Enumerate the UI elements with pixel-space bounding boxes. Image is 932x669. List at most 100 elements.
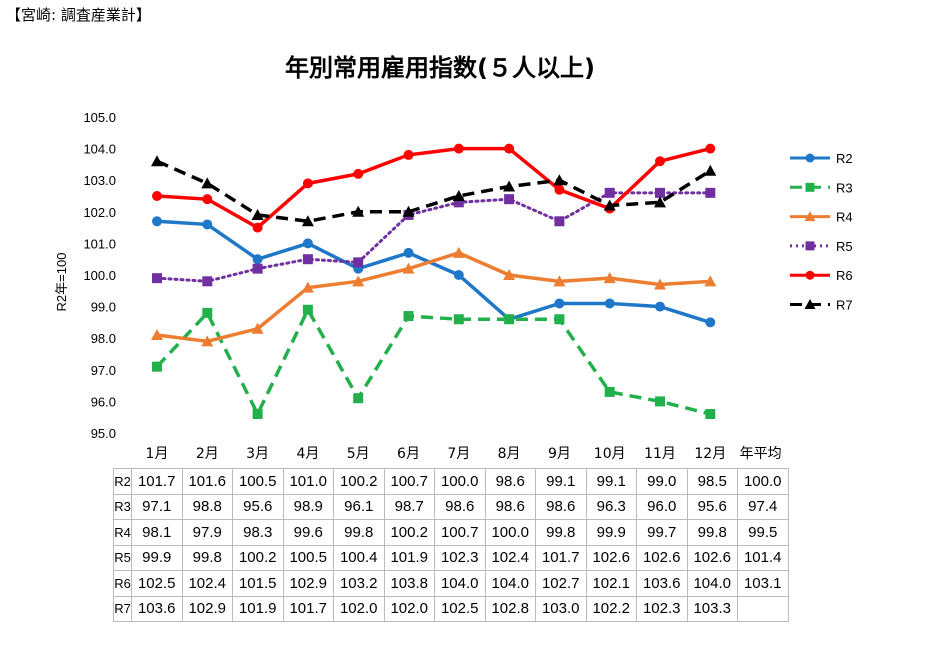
square-marker: [805, 241, 815, 251]
table-cell: 98.6: [535, 493, 587, 520]
table-cell: 102.9: [282, 570, 334, 597]
table-cell: 96.3: [585, 493, 637, 520]
table-cell: 100.7: [434, 519, 486, 546]
series-line-r4: [156, 251, 711, 344]
x-tick-label: 年平均: [740, 446, 782, 462]
square-marker: [152, 273, 162, 284]
table-row: R7 103.6 102.9 101.9 101.7 102.0 102.0 102.5 102…: [113, 595, 789, 622]
header-label: 【宮崎: 調査産業計】: [6, 6, 151, 24]
triangle-marker: [151, 329, 163, 341]
table-cell: 98.7: [383, 493, 435, 520]
circle-marker: [252, 222, 263, 233]
circle-marker: [655, 301, 665, 312]
square-marker: [705, 409, 716, 420]
legend-label: R4: [836, 210, 853, 225]
table-cell: 103.8: [383, 570, 435, 597]
x-tick-label: 12月: [694, 446, 726, 462]
circle-marker: [705, 143, 716, 154]
table-cell: 100.7: [383, 468, 435, 495]
triangle-marker: [301, 215, 314, 227]
square-marker: [202, 276, 213, 287]
circle-marker: [302, 238, 313, 249]
table-cell: 96.1: [333, 493, 385, 520]
triangle-marker: [402, 262, 415, 274]
square-marker: [252, 409, 263, 420]
triangle-marker: [352, 205, 365, 217]
table-cell: 102.8: [484, 595, 536, 622]
table-cell: 101.7: [131, 468, 183, 495]
triangle-marker: [603, 199, 616, 211]
table-cell: 98.3: [232, 519, 284, 546]
triangle-marker: [704, 275, 717, 287]
table-cell: 100.5: [282, 544, 334, 571]
table-cell: R6: [113, 570, 132, 597]
y-tick-label: 98.0: [91, 331, 116, 346]
x-tick-label: 5月: [347, 446, 370, 462]
table-cell: 102.6: [585, 544, 637, 571]
circle-marker: [202, 194, 213, 205]
square-marker: [504, 314, 515, 325]
table-cell: 100.0: [484, 519, 536, 546]
y-tick-label: 100.0: [83, 268, 116, 283]
table-cell: 97.9: [181, 519, 233, 546]
circle-marker: [403, 149, 414, 160]
table-cell: 100.2: [383, 519, 435, 546]
table-cell: R5: [113, 544, 132, 571]
y-tick-label: 103.0: [83, 173, 116, 188]
table-cell: 101.6: [181, 468, 233, 495]
legend-label: R6: [836, 268, 853, 283]
circle-marker: [554, 298, 565, 309]
table-cell: 103.0: [535, 595, 587, 622]
table-cell: R3: [113, 493, 132, 520]
table-row: R3 97.1 98.8 95.6 98.9 96.1 98.7 98.6 98.6 98.6 96…: [113, 493, 789, 520]
x-tick-label: 8月: [498, 446, 521, 462]
table-cell: 99.1: [535, 468, 587, 495]
y-tick-label: 96.0: [91, 394, 116, 409]
table-cell: 99.8: [181, 544, 233, 571]
table-cell: 98.9: [282, 493, 334, 520]
triangle-marker: [804, 211, 816, 222]
table-cell: 103.3: [686, 595, 738, 622]
series-line-r2: [156, 219, 711, 325]
legend-label: R7: [836, 298, 853, 313]
table-cell: 99.6: [282, 519, 334, 546]
table-cell: 102.6: [686, 544, 738, 571]
table-row: R2 101.7 101.6 100.5 101.0 100.2 100.7 100.0 98.…: [113, 468, 789, 495]
table-cell: 102.3: [636, 595, 688, 622]
table-cell: 102.7: [535, 570, 587, 597]
table-cell: 99.8: [686, 519, 738, 546]
circle-marker: [252, 254, 263, 265]
legend-label: R2: [836, 151, 853, 166]
x-tick-label: 7月: [447, 446, 470, 462]
table-cell: 102.4: [181, 570, 233, 597]
circle-marker: [353, 168, 364, 179]
y-tick-label: 95.0: [91, 426, 116, 441]
table-row: R5 99.9 99.8 100.2 100.5 100.4 101.9 102.3 102.4…: [113, 544, 789, 571]
y-tick-label: 104.0: [83, 142, 116, 157]
triangle-marker: [402, 205, 415, 217]
table-cell: 100.2: [333, 468, 385, 495]
table-cell: 99.1: [585, 468, 637, 495]
table-cell: 103.1: [737, 570, 789, 597]
table-cell: 104.0: [484, 570, 536, 597]
table-cell: 98.8: [181, 493, 233, 520]
triangle-marker: [503, 180, 516, 192]
circle-marker: [805, 153, 815, 163]
table-cell: 102.2: [585, 595, 637, 622]
triangle-marker: [201, 177, 214, 189]
series-line-r3: [155, 305, 711, 419]
series-line-r6: [156, 146, 711, 230]
table-row: R6 102.5 102.4 101.5 102.9 103.2 103.8 104.0 104…: [113, 570, 789, 597]
data-table: R2 101.7 101.6 100.5 101.0 100.2 100.7 100.0 98.…: [113, 468, 789, 622]
triangle-marker: [251, 322, 264, 334]
circle-marker: [805, 270, 815, 280]
table-cell: 102.4: [484, 544, 536, 571]
table-cell: 101.4: [737, 544, 789, 571]
table-cell: 98.1: [131, 519, 183, 546]
y-tick-label: 102.0: [83, 205, 116, 220]
square-marker: [252, 263, 263, 274]
table-cell: 102.0: [383, 595, 435, 622]
table-cell: 98.5: [686, 468, 738, 495]
square-marker: [302, 254, 313, 265]
triangle-marker: [654, 196, 666, 208]
